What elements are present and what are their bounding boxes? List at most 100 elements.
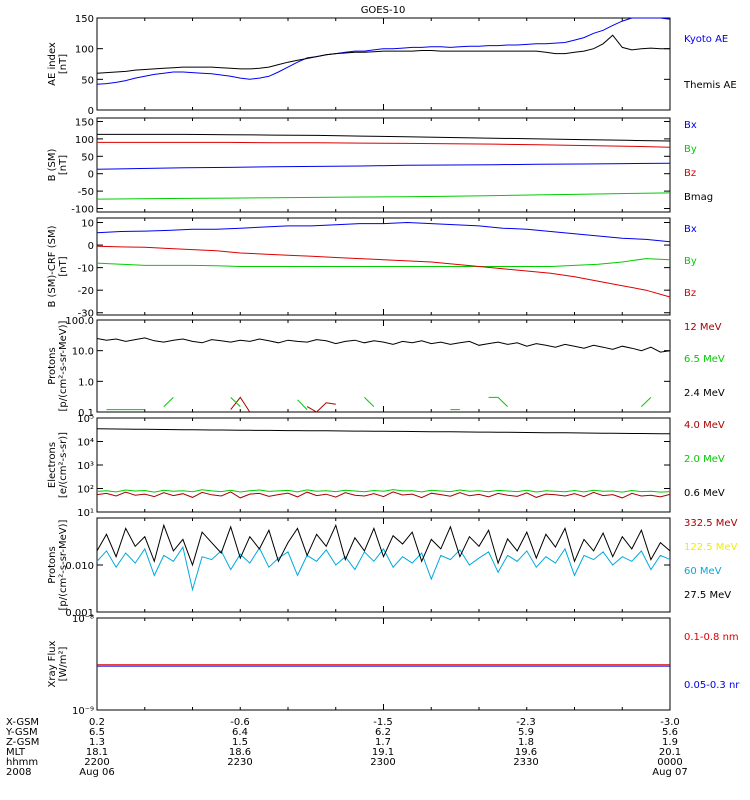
chart-title: GOES-10: [361, 5, 406, 16]
ephemeris-cell: 6.5: [89, 727, 105, 738]
ephemeris-row-label: X-GSM: [6, 717, 39, 728]
ephemeris-cell: 1.3: [89, 737, 105, 748]
ephemeris-cell: 1.7: [375, 737, 391, 748]
y-axis-label: Protons: [47, 347, 58, 384]
y-tick-label: 0: [88, 170, 94, 181]
y-axis-label: Xray Flux: [47, 640, 58, 687]
y-tick-label: 150: [75, 14, 94, 25]
ephemeris-cell: 6.4: [232, 727, 248, 738]
y-tick-label: 0.1: [78, 408, 94, 419]
series-themis-ae: [96, 34, 670, 74]
series-60-mev: [96, 545, 671, 592]
ephemeris-cell: 6.2: [375, 727, 391, 738]
y-axis-label: [nT]: [58, 256, 69, 276]
ephemeris-cell: 18.6: [229, 747, 251, 758]
ephemeris-row-label: MLT: [6, 747, 26, 758]
y-tick-label: 10¹: [77, 508, 94, 519]
y-tick-label: 10⁻⁹: [72, 706, 94, 717]
series-bx: [96, 221, 671, 243]
ephemeris-cell: 18.1: [86, 747, 108, 758]
y-tick-label: -10: [78, 264, 94, 275]
ephemeris-cell: 1.5: [232, 737, 248, 748]
ephemeris-cell: 2230: [227, 757, 252, 768]
ephemeris-cell: 1.8: [518, 737, 534, 748]
ephemeris-cell: 0000: [657, 757, 682, 768]
panel-7: 10⁻⁸ 10⁻⁹ Xray Flux [W/m²] 0.1-0.8 nm 0.05-0.…: [47, 614, 740, 717]
series-kyoto-ae: [96, 17, 671, 85]
y-tick-label: 0.010: [65, 561, 94, 572]
panel-4: 0.1 1.0 10.0 100.0 Protons [p/(cm²-s-sr-MeV)]…: [47, 316, 725, 419]
legend-label: 12 MeV: [684, 322, 722, 333]
y-tick-label: 10²: [77, 485, 94, 496]
y-tick-label: 100: [75, 135, 94, 146]
ephemeris-cell: 0.2: [89, 717, 105, 728]
y-axis-label: AE index: [47, 42, 58, 86]
y-tick-label: 1.0: [78, 377, 94, 388]
ephemeris-row-label: hhmm: [6, 757, 38, 768]
y-tick-label: 0: [88, 241, 94, 252]
legend-label: Kyoto AE: [684, 34, 728, 45]
legend-label: 2.0 MeV: [684, 454, 725, 465]
panel-2: -100 -50 0 50 100 150 B (SM) [nT] Bx By Bz Bmag: [47, 117, 713, 215]
y-tick-label: 10.0: [72, 347, 94, 358]
legend-label: 27.5 MeV: [684, 590, 731, 601]
panel-frame: [96, 319, 671, 413]
y-axis-label: [W/m²]: [58, 646, 69, 681]
ephemeris-cell: -2.3: [516, 717, 536, 728]
ephemeris-table: X-GSM 0.2 -0.6 -1.5 -2.3 -3.0 Y-GSM 6.5 6.4 6.2 5.…: [5, 717, 688, 778]
legend-label: 0.05-0.3 nr: [684, 680, 740, 691]
ephemeris-cell: 2300: [370, 757, 395, 768]
legend-label: 4.0 MeV: [684, 420, 725, 431]
ephemeris-cell: Aug 07: [652, 767, 687, 778]
y-axis-label: [nT]: [58, 54, 69, 74]
y-axis-label: B (SM): [47, 148, 58, 181]
panel-frame: [96, 117, 671, 213]
y-axis-label: [p/(cm²-s-sr-MeV)]: [58, 320, 69, 411]
panel-frame: [96, 517, 671, 613]
ephemeris-cell: -0.6: [230, 717, 250, 728]
panel-frame: [96, 417, 671, 513]
y-axis-label: [e/(cm²-s-sr)]: [58, 432, 69, 498]
legend-label: 6.5 MeV: [684, 354, 725, 365]
legend-label: 0.1-0.8 nm: [684, 632, 739, 643]
ephemeris-cell: 1.9: [662, 737, 678, 748]
y-tick-label: 10⁵: [77, 414, 94, 425]
legend-label: Bx: [684, 224, 697, 235]
series-by: [96, 258, 671, 267]
ephemeris-cell: 2200: [84, 757, 109, 768]
series-4-0-mev: [96, 491, 671, 499]
panel-1: 0 50 100 150 AE index [nT] Kyoto AE Themis AE: [47, 14, 737, 117]
ephemeris-cell: Aug 06: [79, 767, 114, 778]
series-bz: [96, 245, 671, 298]
y-axis-label: Electrons: [47, 442, 58, 488]
y-tick-label: -50: [78, 187, 94, 198]
ephemeris-cell: 5.9: [518, 727, 534, 738]
panel-6: 0.001 0.010 Protons [p/(cm²-s-sr-MeV)] 332.5…: [47, 517, 738, 619]
legend-label: Bz: [684, 288, 696, 299]
series-2-4-mev: [96, 337, 671, 353]
ephemeris-cell: 5.6: [662, 727, 678, 738]
y-axis-label: [nT]: [58, 155, 69, 175]
y-tick-label: -100: [71, 205, 94, 216]
y-tick-label: 10⁴: [77, 438, 94, 449]
legend-label: 0.6 MeV: [684, 488, 725, 499]
y-axis-label: B (SM)-CRF (SM): [47, 225, 58, 307]
y-tick-label: 100.0: [65, 316, 94, 327]
series-bz: [96, 162, 671, 170]
series-bmag: [96, 192, 671, 200]
legend-label: Bmag: [684, 192, 713, 203]
ephemeris-cell: 2330: [513, 757, 538, 768]
panel-frame: [96, 617, 671, 711]
legend-label: By: [684, 144, 697, 155]
series-6-5-mev: [106, 396, 652, 411]
y-tick-label: 150: [75, 117, 94, 128]
legend-label: 122.5 MeV: [684, 542, 738, 553]
series-by: [97, 141, 671, 148]
legend-label: 2.4 MeV: [684, 388, 725, 399]
series-12-mev: [230, 396, 336, 413]
ephemeris-row-label: Z-GSM: [6, 737, 39, 748]
ephemeris-cell: 20.1: [659, 747, 681, 758]
y-tick-label: 100: [75, 45, 94, 56]
y-tick-label: 50: [81, 75, 94, 86]
